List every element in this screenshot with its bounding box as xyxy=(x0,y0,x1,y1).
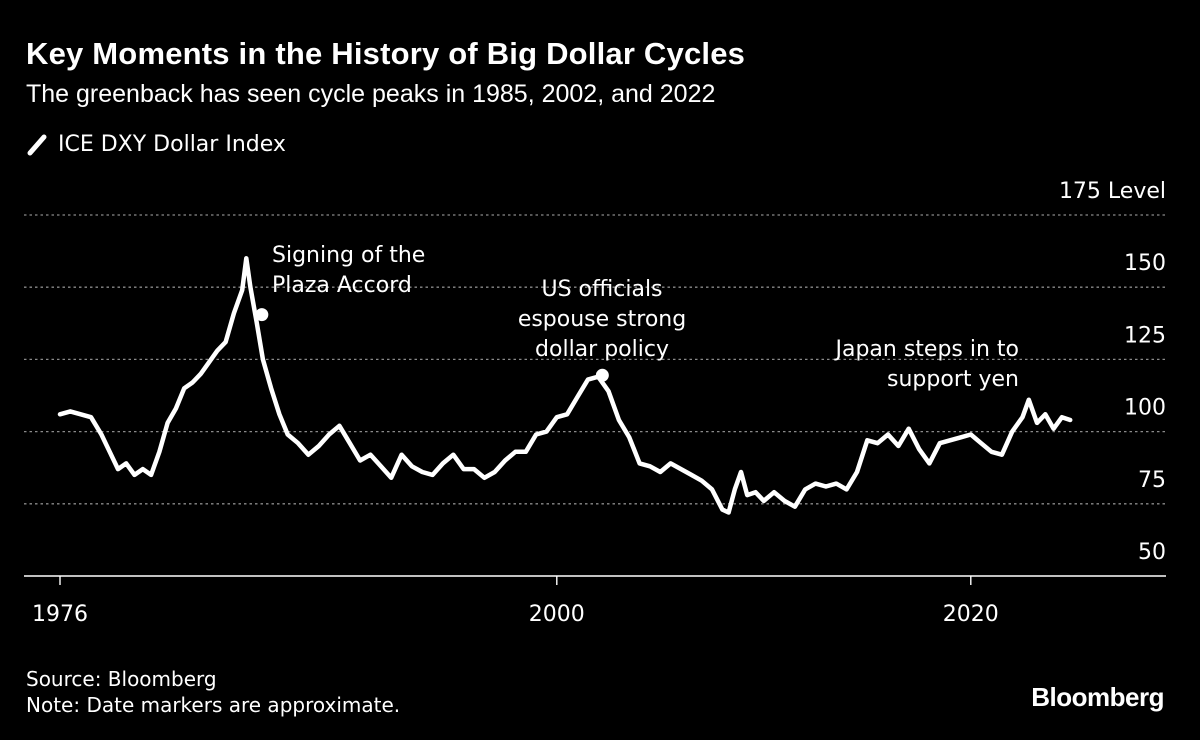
legend-label: ICE DXY Dollar Index xyxy=(58,132,286,157)
x-tick-label-2020: 2020 xyxy=(943,602,999,627)
y-tick-label-100: 100 xyxy=(1124,396,1166,421)
y-axis: 50 75 100 125 150 175 Level xyxy=(1059,179,1166,565)
y-tick-label-150: 150 xyxy=(1124,251,1166,276)
annotation-marker-1 xyxy=(595,368,609,382)
annotation-text-1-0: US officials xyxy=(541,277,662,302)
annotation-text-1-1: espouse strong xyxy=(518,307,686,332)
series-line-0 xyxy=(57,256,1073,515)
annotation-text-2-1: support yen xyxy=(887,367,1019,392)
legend-line-icon xyxy=(27,134,47,155)
x-tick-label-2000: 2000 xyxy=(529,602,585,627)
chart-subtitle: The greenback has seen cycle peaks in 19… xyxy=(26,80,716,108)
gridlines xyxy=(24,214,1166,505)
y-tick-label-50: 50 xyxy=(1138,540,1166,565)
bloomberg-logo: Bloomberg xyxy=(1031,682,1164,712)
annotation-text-2-0: Japan steps in to xyxy=(833,337,1019,362)
y-tick-label-125: 125 xyxy=(1124,323,1166,348)
y-tick-label-75: 75 xyxy=(1138,468,1166,493)
annotation-text-1-2: dollar policy xyxy=(535,337,669,362)
annotation-marker-0 xyxy=(255,308,269,322)
chart-title: Key Moments in the History of Big Dollar… xyxy=(26,36,746,71)
legend: ICE DXY Dollar Index xyxy=(26,132,286,157)
y-tick-label-175: 175 Level xyxy=(1059,179,1166,204)
date-note: Note: Date markers are approximate. xyxy=(26,693,401,717)
annotation-text-0-1: Plaza Accord xyxy=(272,273,412,298)
annotations: Signing of the Plaza Accord US officials es… xyxy=(255,243,1019,392)
series-layer xyxy=(57,256,1073,515)
source-note: Source: Bloomberg xyxy=(26,667,217,691)
annotation-text-0-0: Signing of the xyxy=(272,243,425,268)
footer: Source: Bloomberg Note: Date markers are… xyxy=(26,666,400,718)
x-tick-label-1976: 1976 xyxy=(32,602,88,627)
x-axis: 1976 2000 2020 xyxy=(24,575,1166,627)
